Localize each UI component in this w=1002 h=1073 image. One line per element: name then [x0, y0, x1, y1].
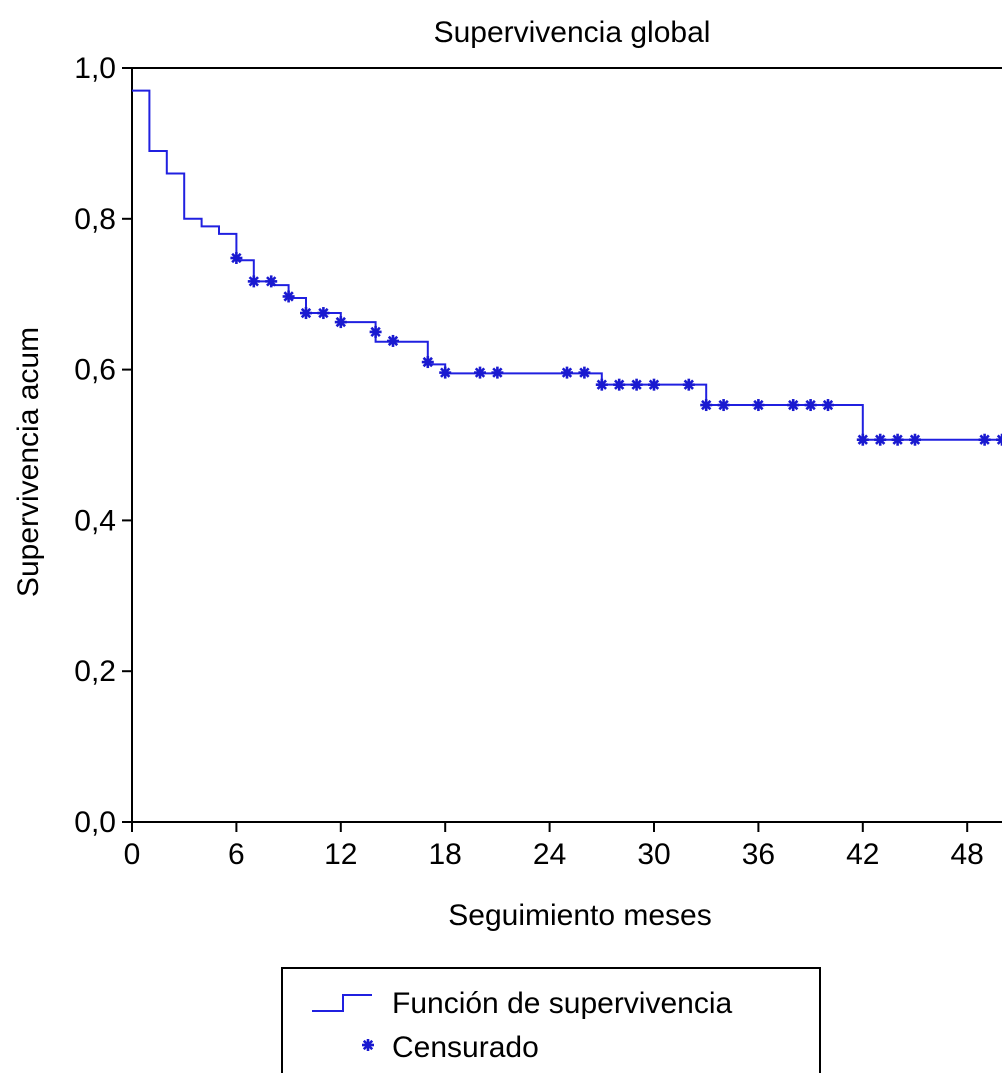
x-tick-label: 6 — [228, 838, 245, 871]
censored-point — [613, 378, 626, 391]
legend-star-icon — [362, 1039, 374, 1051]
legend-label-censored: Censurado — [392, 1031, 539, 1064]
censored-point — [561, 366, 573, 379]
censored-point — [334, 316, 347, 329]
x-tick-label: 42 — [846, 838, 879, 871]
x-axis-title: Seguimiento meses — [448, 899, 711, 932]
y-tick-label: 0,8 — [74, 203, 116, 236]
censored-point — [491, 366, 504, 379]
survival-step-line — [132, 89, 1002, 441]
legend-star-mark — [362, 1039, 374, 1051]
censored-point — [439, 366, 452, 379]
y-tick-label: 0,0 — [74, 806, 116, 839]
censored-point — [630, 378, 643, 391]
censored-point — [822, 399, 834, 412]
censored-point — [752, 399, 765, 412]
censored-point — [421, 356, 434, 369]
censored-point — [978, 433, 991, 446]
censored-point — [891, 433, 904, 446]
censored-point — [387, 334, 399, 347]
censored-point — [856, 433, 869, 446]
censored-point — [700, 399, 713, 412]
legend: Función de supervivencia Censurado — [281, 967, 821, 1073]
censored-point — [996, 433, 1002, 446]
censored-point — [247, 275, 260, 288]
censored-point — [369, 325, 382, 338]
censored-point — [300, 307, 312, 320]
censored-point — [265, 275, 278, 288]
censored-point — [595, 378, 608, 391]
y-tick-label: 0,4 — [74, 504, 116, 537]
plot-frame — [131, 67, 1002, 823]
x-tick-label: 48 — [951, 838, 984, 871]
y-tick-label: 0,2 — [74, 655, 116, 688]
legend-step-swatch — [312, 994, 372, 1012]
censored-point — [787, 399, 800, 412]
censored-point — [682, 378, 695, 391]
x-tick-label: 30 — [637, 838, 670, 871]
y-tick-label: 1,0 — [74, 52, 116, 85]
x-axis-ticks: 0 6 12 18 24 30 36 42 48 — [124, 822, 984, 871]
y-axis-ticks: 0,0 0,2 0,4 0,6 0,8 1,0 — [74, 52, 132, 839]
censored-point — [909, 433, 921, 446]
chart-title: Supervivencia global — [434, 16, 711, 49]
legend-box — [281, 967, 821, 1073]
censored-point — [717, 399, 730, 412]
y-tick-label: 0,6 — [74, 354, 116, 387]
x-tick-label: 18 — [429, 838, 462, 871]
y-axis-title: Supervivencia acum — [12, 327, 45, 597]
censored-point — [230, 252, 243, 265]
legend-label-survival: Función de supervivencia — [392, 987, 733, 1020]
censored-point — [874, 433, 887, 446]
x-tick-label: 0 — [124, 838, 141, 871]
censored-point — [648, 378, 660, 391]
series-layer — [132, 89, 1002, 446]
censored-point — [317, 307, 330, 320]
x-tick-label: 24 — [533, 838, 566, 871]
censored-point — [804, 399, 817, 412]
censored-point — [578, 366, 591, 379]
x-tick-label: 12 — [324, 838, 357, 871]
x-tick-label: 36 — [742, 838, 775, 871]
censored-point — [474, 366, 486, 379]
censored-point — [282, 290, 295, 303]
